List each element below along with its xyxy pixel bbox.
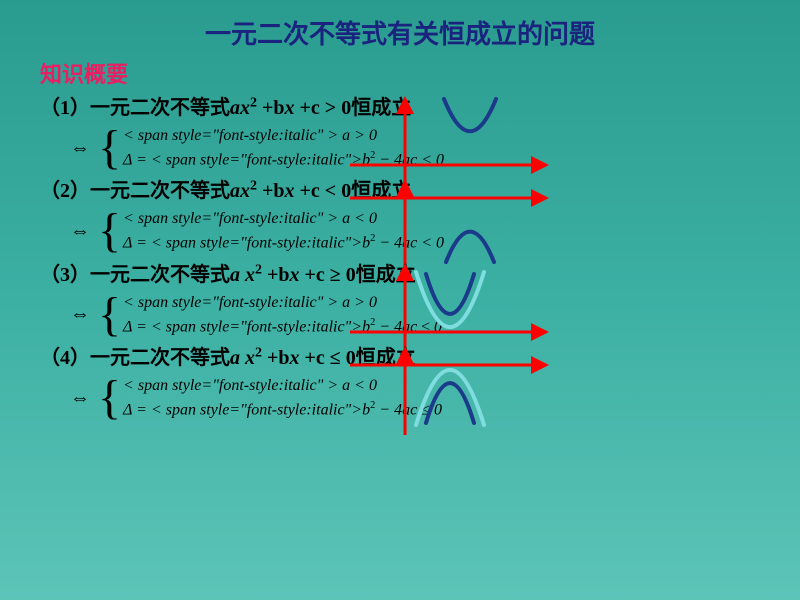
subtitle: 知识概要 bbox=[0, 57, 800, 89]
brace: { bbox=[98, 293, 121, 337]
brace: { bbox=[98, 376, 121, 420]
item-3: （3）一元二次不等式a x2 +bx +c ≥ 0恒成立⇔{ < span st… bbox=[40, 258, 800, 339]
item-4: （4）一元二次不等式a x2 +bx +c ≤ 0恒成立⇔{ < span st… bbox=[40, 341, 800, 422]
page-title: 一元二次不等式有关恒成立的问题 bbox=[0, 0, 800, 57]
iff-symbol: ⇔ bbox=[70, 137, 90, 160]
brace: { bbox=[98, 126, 121, 170]
iff-symbol: ⇔ bbox=[70, 387, 90, 410]
iff-symbol: ⇔ bbox=[70, 220, 90, 243]
item-1: （1）一元二次不等式ax2 +bx +c > 0恒成立⇔{ < span sty… bbox=[40, 91, 800, 172]
iff-symbol: ⇔ bbox=[70, 303, 90, 326]
graph bbox=[350, 345, 550, 440]
items-container: （1）一元二次不等式ax2 +bx +c > 0恒成立⇔{ < span sty… bbox=[0, 91, 800, 422]
brace: { bbox=[98, 209, 121, 253]
item-2: （2）一元二次不等式ax2 +bx +c < 0恒成立⇔{ < span sty… bbox=[40, 174, 800, 255]
